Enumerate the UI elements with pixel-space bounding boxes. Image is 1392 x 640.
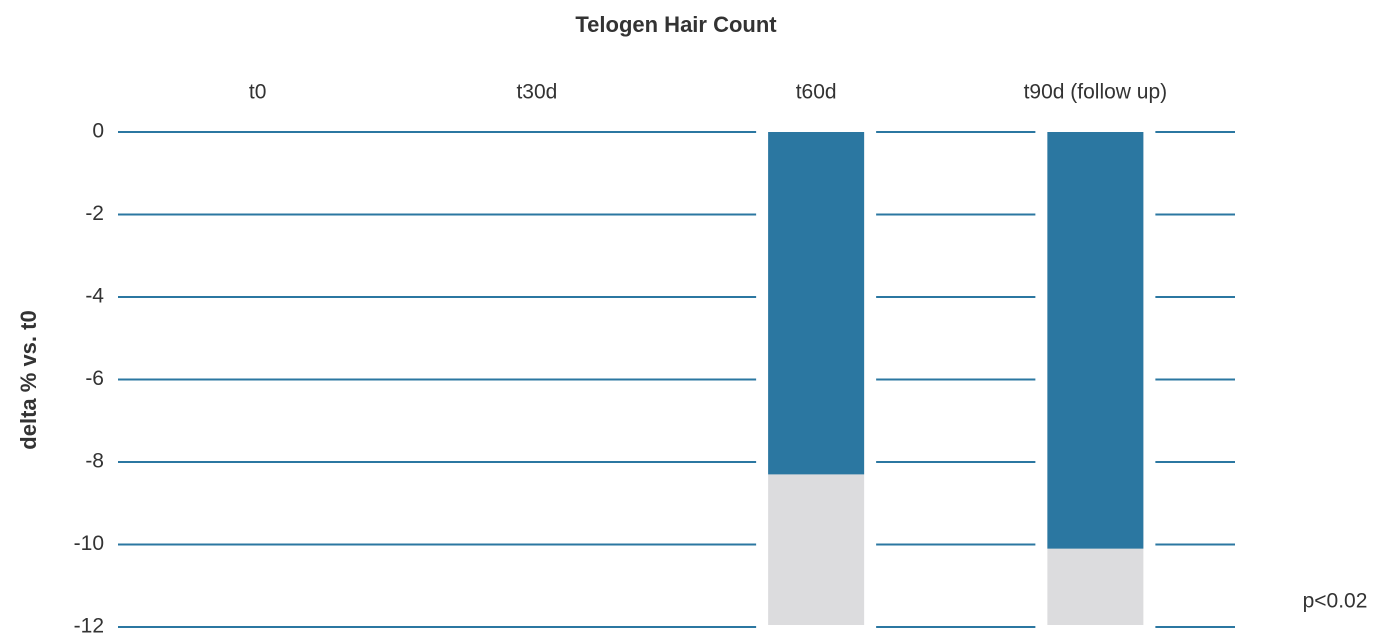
- chart-title: Telogen Hair Count: [575, 12, 777, 37]
- x-tick-label: t30d: [516, 81, 557, 104]
- y-tick-label: -8: [85, 450, 104, 473]
- y-tick-label: -10: [74, 532, 104, 555]
- y-tick-label: -2: [85, 202, 104, 225]
- bar: [1047, 132, 1144, 549]
- x-tick-label: t0: [249, 81, 267, 104]
- y-tick-label: 0: [92, 120, 104, 143]
- bar: [768, 132, 865, 475]
- annotation: p<0.02: [1303, 590, 1368, 613]
- y-tick-label: -6: [85, 367, 104, 390]
- y-axis-label: delta % vs. t0: [16, 310, 41, 449]
- y-tick-label: -12: [74, 615, 104, 638]
- x-tick-label: t90d (follow up): [1024, 81, 1168, 104]
- y-tick-label: -4: [85, 285, 104, 308]
- x-tick-label: t60d: [796, 81, 837, 104]
